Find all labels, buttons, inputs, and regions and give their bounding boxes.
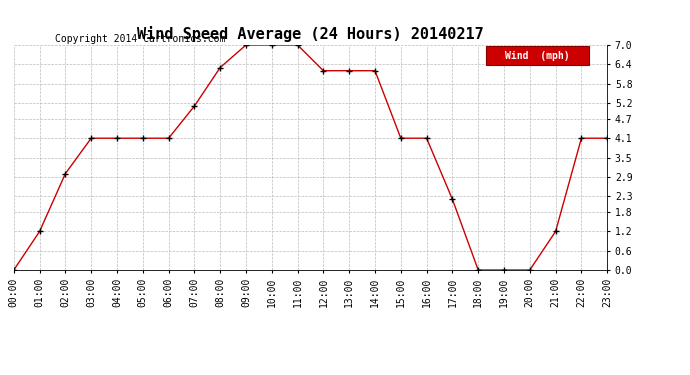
- Text: Copyright 2014 Cartronics.com: Copyright 2014 Cartronics.com: [55, 34, 226, 44]
- FancyBboxPatch shape: [486, 46, 589, 65]
- Title: Wind Speed Average (24 Hours) 20140217: Wind Speed Average (24 Hours) 20140217: [137, 27, 484, 42]
- Text: Wind  (mph): Wind (mph): [505, 51, 570, 61]
